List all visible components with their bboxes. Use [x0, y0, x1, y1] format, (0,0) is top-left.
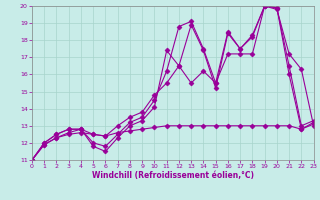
X-axis label: Windchill (Refroidissement éolien,°C): Windchill (Refroidissement éolien,°C) — [92, 171, 254, 180]
